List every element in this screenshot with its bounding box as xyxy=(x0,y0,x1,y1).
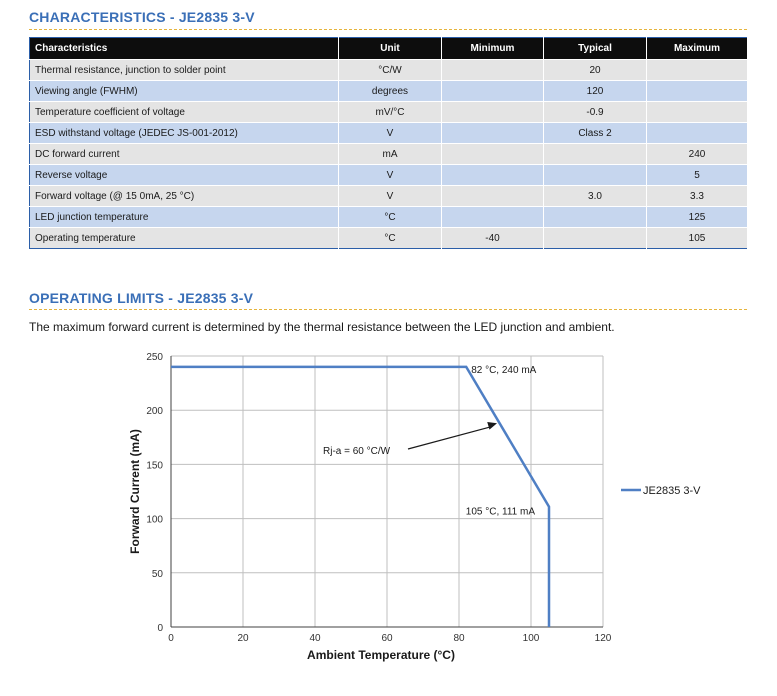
table-cell: °C xyxy=(338,206,442,228)
series-line xyxy=(171,365,551,627)
table-cell: Temperature coefficient of voltage xyxy=(29,101,339,123)
table-cell xyxy=(441,206,544,228)
y-tick-label: 200 xyxy=(146,406,163,417)
x-tick-label: 40 xyxy=(309,633,321,644)
table-cell: 20 xyxy=(543,59,647,81)
table-header-cell: Maximum xyxy=(646,37,748,60)
table-row: ESD withstand voltage (JEDEC JS-001-2012… xyxy=(29,122,748,144)
table-cell xyxy=(543,206,647,228)
operating-limits-description: The maximum forward current is determine… xyxy=(29,320,615,334)
table-cell: -0.9 xyxy=(543,101,647,123)
annotation-label: 82 °C, 240 mA xyxy=(471,365,536,376)
table-row: Forward voltage (@ 15 0mA, 25 °C) V 3.0 3.3 xyxy=(29,185,748,207)
table-cell: degrees xyxy=(338,80,442,102)
table-cell xyxy=(646,122,748,144)
table-cell xyxy=(543,164,647,186)
table-cell: V xyxy=(338,164,442,186)
annotation-arrow-line xyxy=(407,426,490,450)
table-cell xyxy=(441,164,544,186)
y-axis-label: Forward Current (mA) xyxy=(128,429,142,554)
table-cell: LED junction temperature xyxy=(29,206,339,228)
table-cell xyxy=(441,122,544,144)
table-cell: V xyxy=(338,185,442,207)
table-row: Temperature coefficient of voltage mV/°C -… xyxy=(29,101,748,123)
x-tick-label: 0 xyxy=(168,633,174,644)
table-cell xyxy=(543,143,647,165)
table-cell: 5 xyxy=(646,164,748,186)
table-row: Thermal resistance, junction to solder p… xyxy=(29,59,748,81)
x-axis-label: Ambient Temperature (°C) xyxy=(307,648,455,662)
table-row: Viewing angle (FWHM) degrees 120 xyxy=(29,80,748,102)
table-header-cell: Unit xyxy=(338,37,442,60)
table-cell xyxy=(646,59,748,81)
table-cell xyxy=(441,101,544,123)
y-tick-label: 50 xyxy=(152,569,164,580)
table-cell: °C/W xyxy=(338,59,442,81)
table-cell xyxy=(646,101,748,123)
table-header-cell: Typical xyxy=(543,37,647,60)
y-tick-label: 100 xyxy=(146,515,163,526)
table-cell: Viewing angle (FWHM) xyxy=(29,80,339,102)
table-cell: Thermal resistance, junction to solder p… xyxy=(29,59,339,81)
table-row: DC forward current mA 240 xyxy=(29,143,748,165)
characteristics-title: CHARACTERISTICS - JE2835 3-V xyxy=(29,9,255,25)
x-tick-label: 120 xyxy=(595,633,612,644)
table-cell: 105 xyxy=(646,227,748,249)
table-cell: V xyxy=(338,122,442,144)
table-row: LED junction temperature °C 125 xyxy=(29,206,748,228)
table-cell xyxy=(441,185,544,207)
table-cell xyxy=(543,227,647,249)
table-cell xyxy=(441,59,544,81)
table-cell: °C xyxy=(338,227,442,249)
annotation-label: Rj-a = 60 °C/W xyxy=(323,446,391,457)
table-header-row: Characteristics Unit Minimum Typical Maximum xyxy=(29,37,748,60)
table-body: Thermal resistance, junction to solder p… xyxy=(29,59,748,249)
table-row: Reverse voltage V 5 xyxy=(29,164,748,186)
x-tick-label: 80 xyxy=(453,633,465,644)
x-tick-label: 20 xyxy=(237,633,249,644)
table-cell: 3.3 xyxy=(646,185,748,207)
table-cell: -40 xyxy=(441,227,544,249)
y-tick-label: 250 xyxy=(146,352,163,363)
table-cell: 3.0 xyxy=(543,185,647,207)
table-cell xyxy=(441,143,544,165)
legend-label: JE2835 3-V xyxy=(643,485,701,497)
table-row: Operating temperature °C -40 105 xyxy=(29,227,748,249)
table-header-cell: Characteristics xyxy=(29,37,339,60)
annotation-label: 105 °C, 111 mA xyxy=(466,507,536,518)
characteristics-table: Characteristics Unit Minimum Typical Maximum… xyxy=(29,37,748,249)
x-tick-label: 60 xyxy=(381,633,393,644)
table-cell: 120 xyxy=(543,80,647,102)
y-tick-label: 150 xyxy=(146,460,163,471)
y-tick-label: 0 xyxy=(157,623,163,634)
table-cell: ESD withstand voltage (JEDEC JS-001-2012… xyxy=(29,122,339,144)
operating-limits-divider xyxy=(29,309,747,310)
table-cell: Class 2 xyxy=(543,122,647,144)
table-cell: mV/°C xyxy=(338,101,442,123)
table-cell: Forward voltage (@ 15 0mA, 25 °C) xyxy=(29,185,339,207)
table-cell: Operating temperature xyxy=(29,227,339,249)
characteristics-divider xyxy=(29,29,747,30)
table-cell: mA xyxy=(338,143,442,165)
table-cell: Reverse voltage xyxy=(29,164,339,186)
operating-limits-title: OPERATING LIMITS - JE2835 3-V xyxy=(29,290,254,306)
table-cell: 125 xyxy=(646,206,748,228)
annotation-arrow-head xyxy=(487,421,497,430)
table-cell: DC forward current xyxy=(29,143,339,165)
table-cell xyxy=(646,80,748,102)
x-tick-label: 100 xyxy=(523,633,540,644)
table-cell xyxy=(441,80,544,102)
table-header-cell: Minimum xyxy=(441,37,544,60)
table-cell: 240 xyxy=(646,143,748,165)
